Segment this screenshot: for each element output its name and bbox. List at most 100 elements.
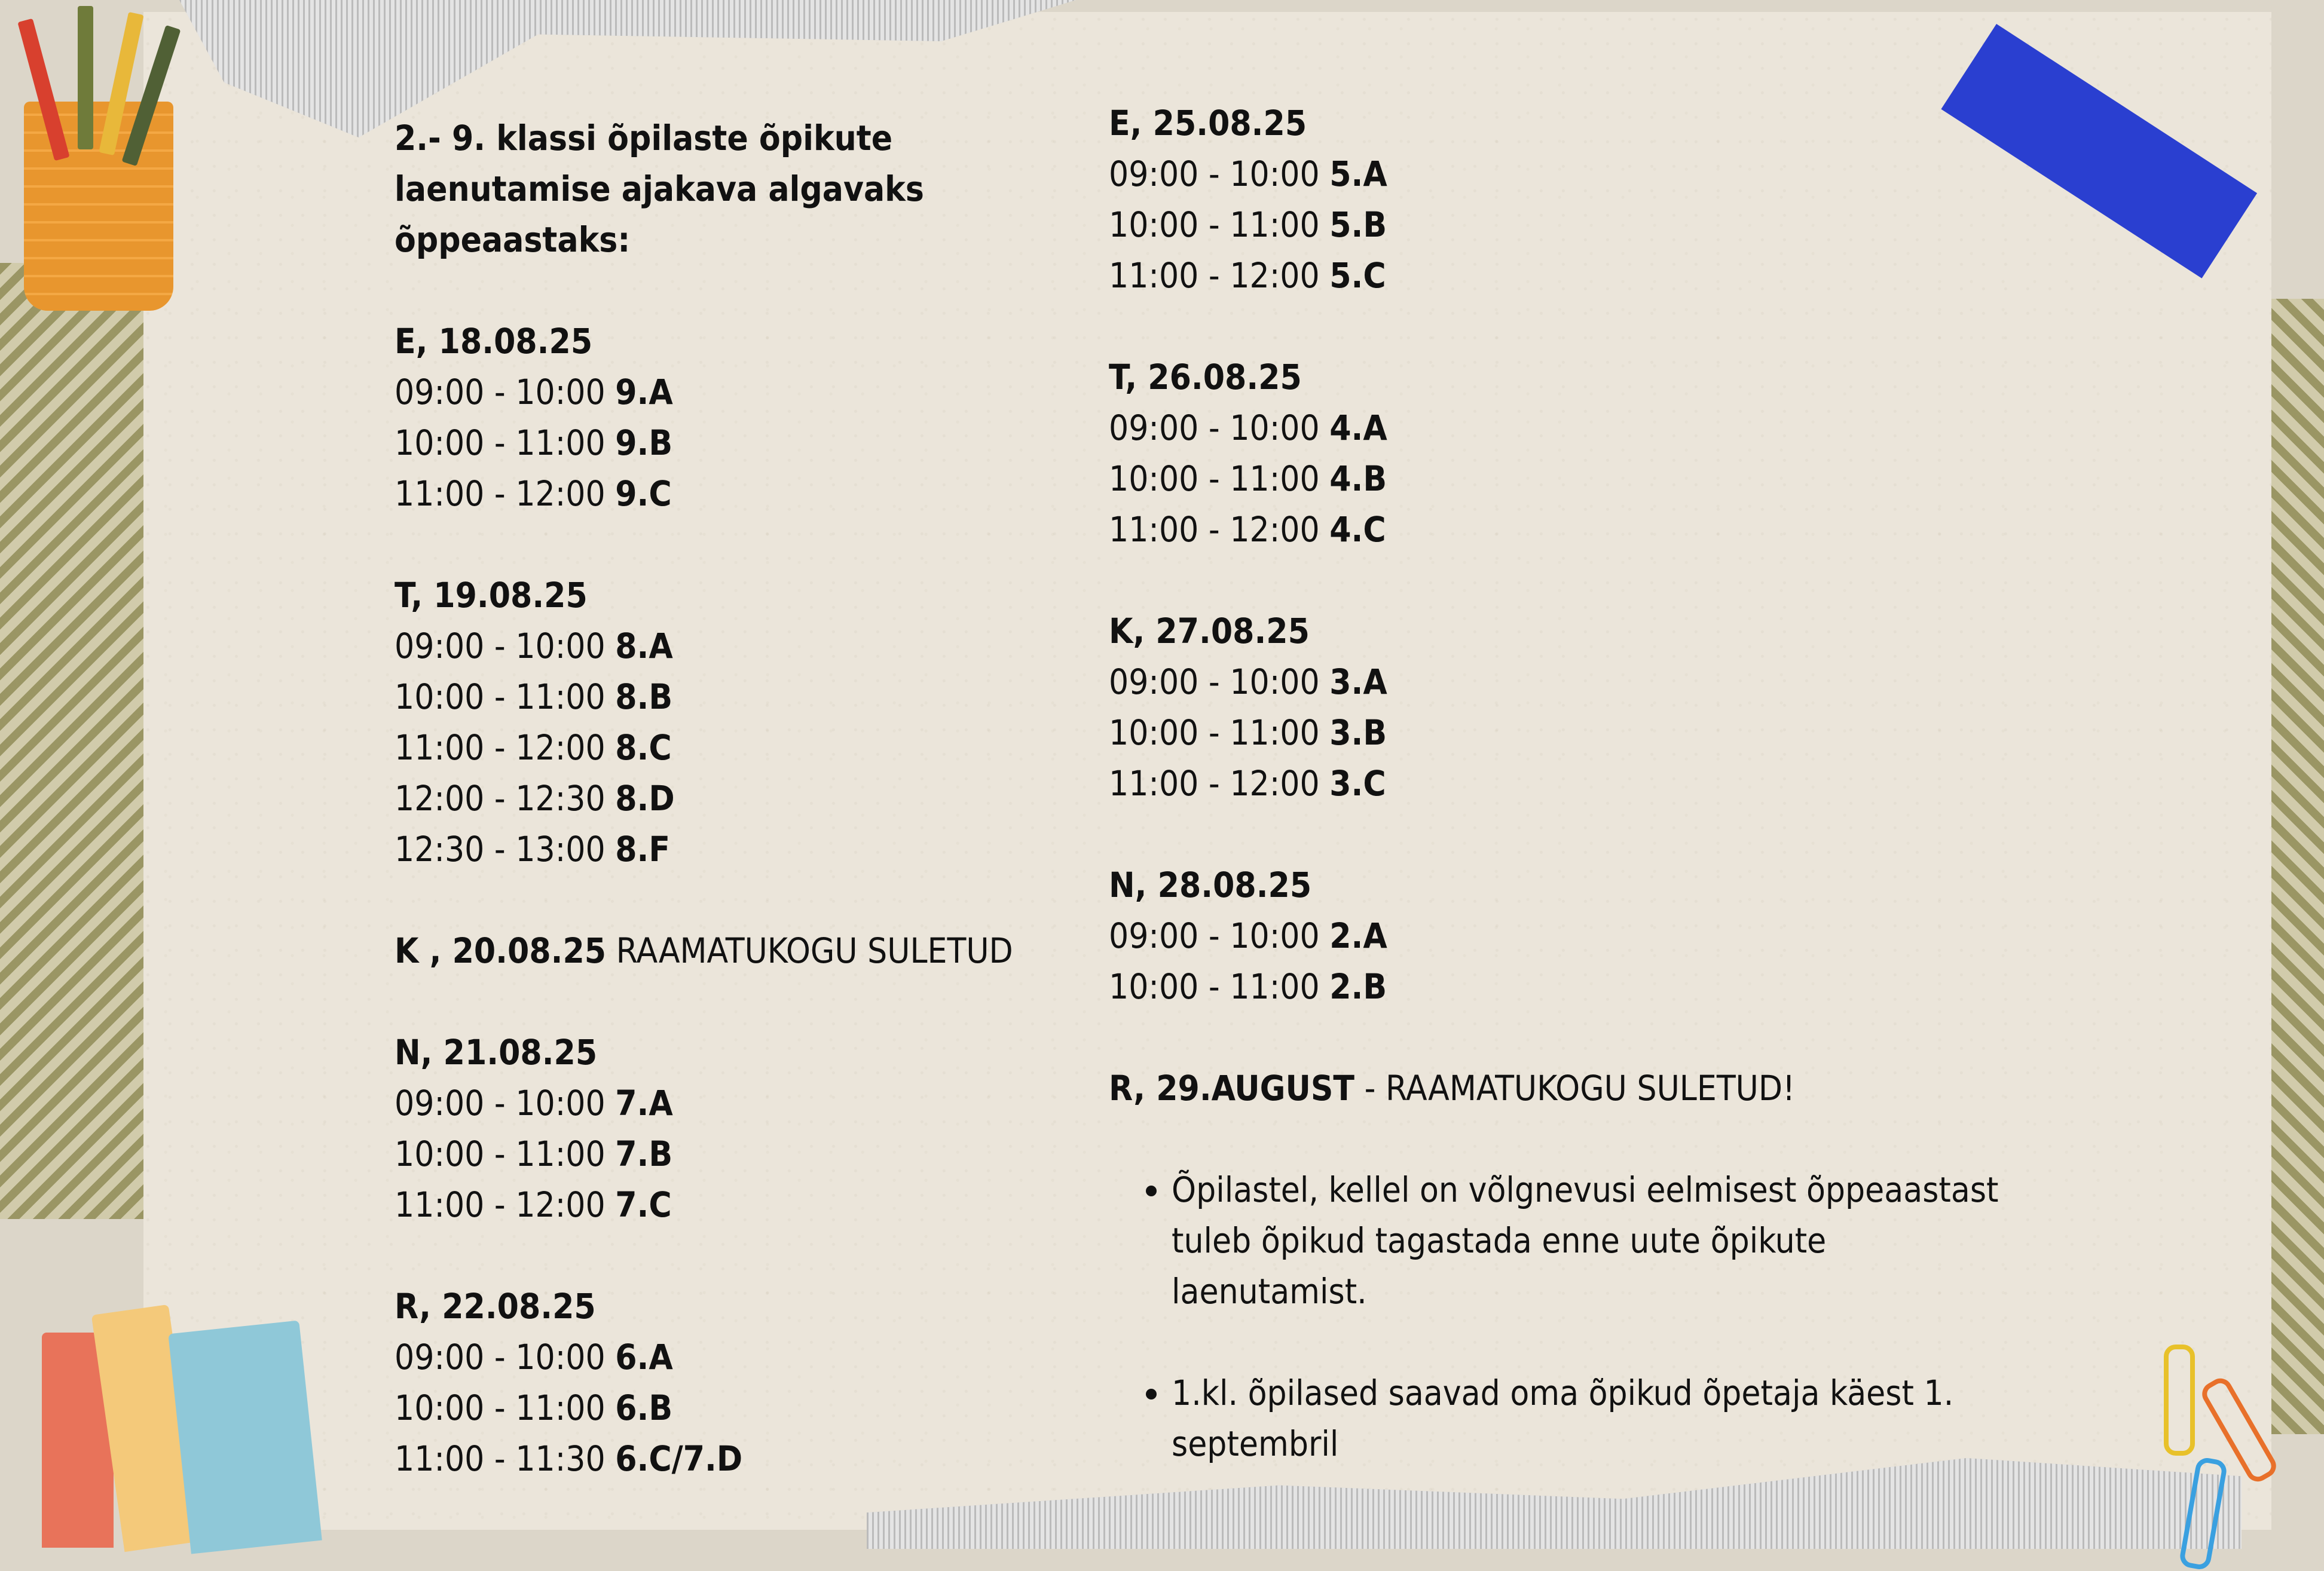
time-range: 10:00 - 11:00 — [1109, 712, 1330, 753]
closed-note: - RAAMATUKOGU SULETUD! — [1354, 1068, 1795, 1108]
class-name: 3.A — [1329, 662, 1387, 702]
schedule-column-left: 2.- 9. klassi õpilaste õpikute laenutami… — [395, 113, 1082, 1535]
day-label: K , 20.08.25 — [395, 930, 607, 971]
day-header: N, 28.08.25 — [1109, 860, 2005, 911]
time-slot-row: 11:00 - 12:00 8.C — [395, 722, 1082, 773]
time-slot-row: 10:00 - 11:00 8.B — [395, 672, 1082, 722]
decorative-pattern-right — [2270, 299, 2324, 1434]
time-range: 11:00 - 12:00 — [395, 473, 616, 514]
time-slot-row: 11:00 - 12:00 4.C — [1109, 504, 2005, 555]
time-range: 09:00 - 10:00 — [1109, 662, 1330, 702]
time-range: 10:00 - 11:00 — [395, 422, 616, 463]
time-range: 11:00 - 12:00 — [1109, 509, 1330, 550]
day-header: N, 21.08.25 — [395, 1027, 1082, 1078]
day-header: E, 25.08.25 — [1109, 98, 2005, 149]
time-slot-row: 10:00 - 11:00 9.B — [395, 418, 1082, 468]
time-slot-row: 12:30 - 13:00 8.F — [395, 824, 1082, 875]
day-label: E, 25.08.25 — [1109, 103, 1307, 143]
time-slot-row: 09:00 - 10:00 4.A — [1109, 403, 2005, 454]
time-slot-row: 11:00 - 12:00 7.C — [395, 1180, 1082, 1230]
class-name: 4.B — [1329, 458, 1387, 499]
class-name: 8.D — [615, 778, 675, 819]
time-slot-row: 12:00 - 12:30 8.D — [395, 773, 1082, 824]
time-range: 10:00 - 11:00 — [1109, 204, 1330, 245]
books-icon — [6, 1267, 341, 1554]
day-label: T, 19.08.25 — [395, 575, 588, 615]
time-slot-row: 09:00 - 10:00 2.A — [1109, 911, 2005, 961]
day-header: T, 19.08.25 — [395, 570, 1082, 621]
time-slot-row: 11:00 - 12:00 3.C — [1109, 758, 2005, 809]
class-name: 7.B — [615, 1134, 673, 1174]
time-range: 11:00 - 11:30 — [395, 1438, 616, 1479]
closed-note: RAAMATUKOGU SULETUD — [606, 930, 1013, 971]
day-label: T, 26.08.25 — [1109, 357, 1302, 397]
time-range: 09:00 - 10:00 — [395, 372, 616, 412]
day-label: K, 27.08.25 — [1109, 611, 1310, 651]
class-name: 4.C — [1329, 509, 1386, 550]
class-name: 9.C — [615, 473, 672, 514]
day-header: T, 26.08.25 — [1109, 352, 2005, 403]
time-slot-row: 10:00 - 11:00 7.B — [395, 1129, 1082, 1180]
class-name: 8.F — [615, 829, 671, 869]
day-header: R, 29.AUGUST - RAAMATUKOGU SULETUD! — [1109, 1063, 2005, 1114]
class-name: 5.A — [1329, 154, 1387, 194]
day-block: K , 20.08.25 RAAMATUKOGU SULETUD — [395, 926, 1082, 976]
class-name: 8.B — [615, 676, 673, 717]
time-slot-row: 10:00 - 11:00 3.B — [1109, 708, 2005, 758]
class-name: 8.A — [615, 626, 673, 666]
time-range: 09:00 - 10:00 — [1109, 915, 1330, 956]
class-name: 5.B — [1329, 204, 1387, 245]
day-block: E, 25.08.25 09:00 - 10:00 5.A 10:00 - 11:0… — [1109, 98, 2005, 301]
pencil-cup-icon — [17, 6, 181, 311]
day-block: T, 26.08.25 09:00 - 10:00 4.A 10:00 - 11:0… — [1109, 352, 2005, 555]
time-range: 11:00 - 12:00 — [1109, 763, 1330, 804]
time-range: 12:00 - 12:30 — [395, 778, 616, 819]
day-label: R, 29.AUGUST — [1109, 1068, 1355, 1108]
class-name: 6.A — [615, 1337, 673, 1377]
day-label: N, 28.08.25 — [1109, 865, 1312, 905]
day-block: N, 21.08.25 09:00 - 10:00 7.A 10:00 - 11:0… — [395, 1027, 1082, 1230]
class-name: 6.B — [615, 1388, 673, 1428]
class-name: 2.A — [1329, 915, 1387, 956]
time-slot-row: 10:00 - 11:00 6.B — [395, 1383, 1082, 1434]
time-range: 09:00 - 10:00 — [395, 1337, 616, 1377]
time-slot-row: 09:00 - 10:00 9.A — [395, 367, 1082, 418]
day-label: E, 18.08.25 — [395, 321, 593, 362]
time-slot-row: 09:00 - 10:00 8.A — [395, 621, 1082, 672]
time-range: 10:00 - 11:00 — [1109, 966, 1330, 1007]
time-slot-row: 09:00 - 10:00 6.A — [395, 1332, 1082, 1383]
notes-list: Õpilastel, kellel on võlgnevusi eelmises… — [1109, 1165, 2005, 1469]
time-range: 09:00 - 10:00 — [395, 626, 616, 666]
time-slot-row: 09:00 - 10:00 7.A — [395, 1078, 1082, 1129]
decorative-pattern-left — [0, 263, 149, 1219]
day-block: R, 22.08.25 09:00 - 10:00 6.A 10:00 - 11:0… — [395, 1281, 1082, 1484]
class-name: 7.C — [615, 1184, 672, 1225]
class-name: 6.C/7.D — [615, 1438, 743, 1479]
class-name: 3.C — [1329, 763, 1386, 804]
time-range: 11:00 - 12:00 — [395, 727, 616, 768]
time-slot-row: 11:00 - 11:30 6.C/7.D — [395, 1434, 1082, 1484]
day-label: R, 22.08.25 — [395, 1286, 596, 1327]
day-block: E, 18.08.25 09:00 - 10:00 9.A 10:00 - 11:0… — [395, 316, 1082, 519]
day-header: K , 20.08.25 RAAMATUKOGU SULETUD — [395, 926, 1082, 976]
time-range: 10:00 - 11:00 — [395, 676, 616, 717]
time-slot-row: 10:00 - 11:00 5.B — [1109, 200, 2005, 250]
note-item: Õpilastel, kellel on võlgnevusi eelmises… — [1172, 1165, 2005, 1317]
time-range: 09:00 - 10:00 — [1109, 408, 1330, 448]
paperclip-icon — [2164, 1345, 2195, 1456]
page-title: 2.- 9. klassi õpilaste õpikute laenutami… — [395, 118, 924, 260]
class-name: 2.B — [1329, 966, 1387, 1007]
day-label: N, 21.08.25 — [395, 1032, 598, 1073]
time-slot-row: 11:00 - 12:00 5.C — [1109, 250, 2005, 301]
time-range: 10:00 - 11:00 — [1109, 458, 1330, 499]
time-slot-row: 09:00 - 10:00 5.A — [1109, 149, 2005, 200]
time-range: 10:00 - 11:00 — [395, 1134, 616, 1174]
time-slot-row: 10:00 - 11:00 4.B — [1109, 454, 2005, 504]
day-block: N, 28.08.25 09:00 - 10:00 2.A 10:00 - 11:0… — [1109, 860, 2005, 1012]
day-header: K, 27.08.25 — [1109, 606, 2005, 657]
class-name: 5.C — [1329, 255, 1386, 296]
day-block: T, 19.08.25 09:00 - 10:00 8.A 10:00 - 11:0… — [395, 570, 1082, 875]
day-block: K, 27.08.25 09:00 - 10:00 3.A 10:00 - 11:0… — [1109, 606, 2005, 809]
day-block: R, 29.AUGUST - RAAMATUKOGU SULETUD! — [1109, 1063, 2005, 1114]
class-name: 8.C — [615, 727, 672, 768]
